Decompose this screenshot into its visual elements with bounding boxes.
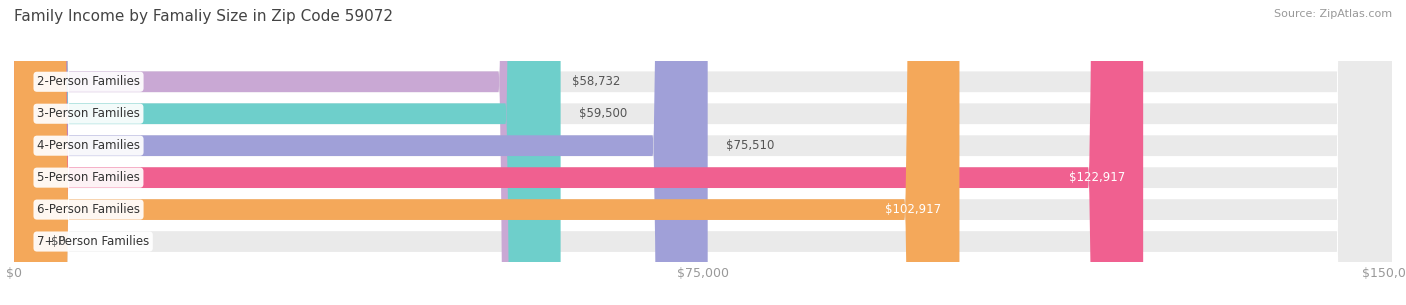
Text: 2-Person Families: 2-Person Families bbox=[37, 75, 141, 88]
Text: Family Income by Famaliy Size in Zip Code 59072: Family Income by Famaliy Size in Zip Cod… bbox=[14, 9, 394, 24]
FancyBboxPatch shape bbox=[14, 0, 1392, 305]
Text: 5-Person Families: 5-Person Families bbox=[37, 171, 141, 184]
Text: 4-Person Families: 4-Person Families bbox=[37, 139, 141, 152]
FancyBboxPatch shape bbox=[14, 0, 554, 305]
FancyBboxPatch shape bbox=[14, 0, 1143, 305]
Text: $58,732: $58,732 bbox=[572, 75, 620, 88]
FancyBboxPatch shape bbox=[14, 0, 1392, 305]
Text: 7+ Person Families: 7+ Person Families bbox=[37, 235, 149, 248]
Text: 6-Person Families: 6-Person Families bbox=[37, 203, 141, 216]
Text: 3-Person Families: 3-Person Families bbox=[37, 107, 141, 120]
FancyBboxPatch shape bbox=[14, 0, 561, 305]
Text: $59,500: $59,500 bbox=[579, 107, 627, 120]
FancyBboxPatch shape bbox=[14, 0, 1392, 305]
Text: $0: $0 bbox=[51, 235, 66, 248]
Text: $122,917: $122,917 bbox=[1069, 171, 1125, 184]
Text: $75,510: $75,510 bbox=[725, 139, 775, 152]
FancyBboxPatch shape bbox=[14, 0, 1392, 305]
FancyBboxPatch shape bbox=[14, 0, 959, 305]
FancyBboxPatch shape bbox=[14, 0, 707, 305]
Text: Source: ZipAtlas.com: Source: ZipAtlas.com bbox=[1274, 9, 1392, 19]
FancyBboxPatch shape bbox=[14, 0, 1392, 305]
FancyBboxPatch shape bbox=[14, 0, 1392, 305]
Text: $102,917: $102,917 bbox=[884, 203, 941, 216]
